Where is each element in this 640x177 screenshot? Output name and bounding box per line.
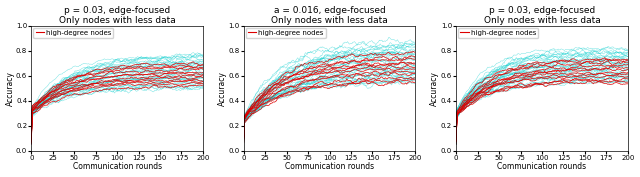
Legend: high-degree nodes: high-degree nodes bbox=[246, 28, 326, 38]
Y-axis label: Accuracy: Accuracy bbox=[6, 71, 15, 106]
Title: a = 0.016, edge-focused
Only nodes with less data: a = 0.016, edge-focused Only nodes with … bbox=[271, 5, 388, 25]
X-axis label: Communication rounds: Communication rounds bbox=[497, 162, 586, 172]
Legend: high-degree nodes: high-degree nodes bbox=[33, 28, 113, 38]
Y-axis label: Accuracy: Accuracy bbox=[218, 71, 227, 106]
Title: p = 0.03, edge-focused
Only nodes with less data: p = 0.03, edge-focused Only nodes with l… bbox=[59, 5, 175, 25]
Title: p = 0.03, edge-focused
Only nodes with less data: p = 0.03, edge-focused Only nodes with l… bbox=[484, 5, 600, 25]
X-axis label: Communication rounds: Communication rounds bbox=[72, 162, 162, 172]
X-axis label: Communication rounds: Communication rounds bbox=[285, 162, 374, 172]
Y-axis label: Accuracy: Accuracy bbox=[430, 71, 440, 106]
Legend: high-degree nodes: high-degree nodes bbox=[458, 28, 538, 38]
